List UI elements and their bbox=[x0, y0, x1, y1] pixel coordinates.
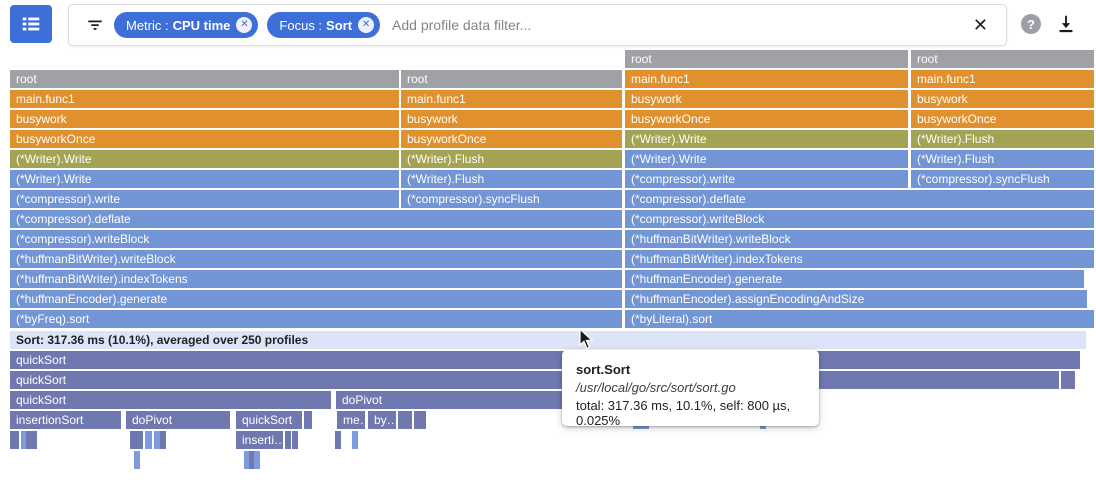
flame-cell[interactable]: (*byLiteral).sort bbox=[625, 310, 1094, 328]
flame-cell[interactable]: (*huffmanEncoder).generate bbox=[625, 270, 1084, 288]
filter-chip-focus[interactable]: Focus : Sort ✕ bbox=[267, 12, 381, 38]
chip-remove-icon[interactable]: ✕ bbox=[358, 17, 375, 33]
help-button[interactable]: ? bbox=[1021, 14, 1041, 34]
download-icon bbox=[1059, 15, 1073, 33]
flame-cell[interactable]: main.func1 bbox=[625, 70, 908, 88]
flame-cell[interactable] bbox=[26, 431, 32, 449]
flame-cell[interactable]: root bbox=[625, 50, 908, 68]
flame-cell[interactable]: busyworkOnce bbox=[625, 110, 908, 128]
flame-cell[interactable] bbox=[335, 431, 341, 449]
flame-cell[interactable] bbox=[134, 451, 140, 469]
flame-cell[interactable]: quickSort bbox=[10, 371, 1059, 389]
flame-cell[interactable]: busywork bbox=[911, 90, 1094, 108]
tooltip-source-path: /usr/local/go/src/sort/sort.go bbox=[576, 380, 736, 395]
flame-cell[interactable] bbox=[21, 431, 27, 449]
flame-cell[interactable]: (*huffmanBitWriter).indexTokens bbox=[10, 270, 622, 288]
flame-cell[interactable] bbox=[304, 411, 312, 429]
flame-cell[interactable]: root bbox=[911, 50, 1094, 68]
flame-cell[interactable]: busywork bbox=[10, 110, 399, 128]
flame-cell[interactable] bbox=[254, 451, 260, 469]
flame-cell[interactable]: (*Writer).Flush bbox=[911, 150, 1094, 168]
flame-cell[interactable] bbox=[249, 451, 255, 469]
flame-cell[interactable]: busywork bbox=[401, 110, 622, 128]
flame-cell[interactable] bbox=[160, 431, 166, 449]
chip-prefix: Metric : bbox=[126, 17, 169, 33]
flame-cell[interactable]: busyworkOnce bbox=[401, 130, 622, 148]
flame-cell[interactable] bbox=[420, 411, 426, 429]
clear-filters-icon[interactable]: ✕ bbox=[972, 14, 988, 35]
chip-prefix: Focus : bbox=[279, 17, 323, 33]
flame-cell[interactable]: quickSort bbox=[236, 411, 302, 429]
flame-cell[interactable] bbox=[244, 451, 250, 469]
filter-input-placeholder[interactable]: Add profile data filter... bbox=[392, 17, 532, 33]
chip-value: CPU time bbox=[172, 17, 231, 33]
flame-cell[interactable]: (*compressor).deflate bbox=[625, 190, 1094, 208]
filter-bar[interactable]: Metric : CPU time ✕ Focus : Sort ✕ Add p… bbox=[68, 4, 1007, 46]
flame-cell[interactable]: (*Writer).Flush bbox=[401, 150, 622, 168]
flame-cell[interactable]: root bbox=[10, 70, 399, 88]
flame-cell[interactable]: main.func1 bbox=[401, 90, 622, 108]
flame-cell[interactable]: (*Writer).Write bbox=[10, 150, 399, 168]
flame-cell[interactable] bbox=[292, 431, 298, 449]
focus-summary-row[interactable]: Sort: 317.36 ms (10.1%), averaged over 2… bbox=[10, 331, 1086, 349]
flame-cell[interactable] bbox=[398, 411, 412, 429]
flame-cell[interactable]: (*compressor).syncFlush bbox=[401, 190, 622, 208]
flame-cell[interactable]: me… bbox=[337, 411, 365, 429]
flame-cell[interactable]: (*huffmanEncoder).assignEncodingAndSize bbox=[625, 290, 1087, 308]
flame-cell[interactable]: (*huffmanBitWriter).writeBlock bbox=[625, 230, 1094, 248]
flame-cell[interactable] bbox=[145, 431, 152, 449]
flame-cell[interactable]: (*Writer).Flush bbox=[401, 170, 622, 188]
tooltip-function-name: sort.Sort bbox=[576, 362, 631, 377]
flame-cell[interactable]: (*compressor).write bbox=[625, 170, 908, 188]
flame-cell[interactable] bbox=[154, 431, 160, 449]
flame-cell[interactable] bbox=[130, 431, 143, 449]
flame-cell[interactable]: quickSort bbox=[10, 391, 331, 409]
flame-cell[interactable]: by… bbox=[368, 411, 396, 429]
flame-cell[interactable]: (*Writer).Write bbox=[625, 130, 908, 148]
tooltip-stats: total: 317.36 ms, 10.1%, self: 800 µs, 0… bbox=[576, 398, 791, 428]
profile-list-button[interactable] bbox=[10, 5, 52, 43]
mouse-cursor-icon bbox=[579, 328, 594, 350]
flame-cell[interactable] bbox=[1061, 371, 1075, 389]
flame-cell[interactable]: (*byFreq).sort bbox=[10, 310, 622, 328]
flame-cell[interactable]: root bbox=[401, 70, 622, 88]
flame-cell[interactable]: main.func1 bbox=[10, 90, 399, 108]
flame-cell[interactable] bbox=[285, 431, 291, 449]
chip-remove-icon[interactable]: ✕ bbox=[236, 17, 253, 33]
flame-cell[interactable]: (*Writer).Write bbox=[625, 150, 908, 168]
flame-cell[interactable] bbox=[31, 431, 37, 449]
flame-cell[interactable]: busyworkOnce bbox=[911, 110, 1094, 128]
flame-cell[interactable]: quickSort bbox=[10, 351, 1080, 369]
flame-cell[interactable]: (*compressor).writeBlock bbox=[625, 210, 1094, 228]
flame-cell[interactable]: (*compressor).syncFlush bbox=[911, 170, 1094, 188]
flame-cell[interactable]: (*compressor).deflate bbox=[10, 210, 622, 228]
flame-cell[interactable] bbox=[352, 431, 358, 449]
filter-chip-metric[interactable]: Metric : CPU time ✕ bbox=[114, 12, 259, 38]
flame-cell[interactable]: doPivot bbox=[336, 391, 600, 409]
flame-cell[interactable]: (*Writer).Write bbox=[10, 170, 399, 188]
frame-tooltip: sort.Sort /usr/local/go/src/sort/sort.go… bbox=[562, 350, 819, 428]
filter-list-icon bbox=[88, 20, 102, 30]
flame-cell[interactable]: (*Writer).Flush bbox=[911, 130, 1094, 148]
flame-cell[interactable]: doPivot bbox=[126, 411, 230, 429]
flame-cell[interactable]: (*compressor).write bbox=[10, 190, 399, 208]
flame-cell[interactable]: insertionSort bbox=[10, 411, 121, 429]
chip-value: Sort bbox=[326, 17, 353, 33]
flame-cell[interactable]: (*compressor).writeBlock bbox=[10, 230, 622, 248]
flame-cell[interactable]: (*huffmanBitWriter).writeBlock bbox=[10, 250, 622, 268]
flame-cell[interactable]: busyworkOnce bbox=[10, 130, 399, 148]
flame-cell[interactable]: busywork bbox=[625, 90, 908, 108]
flame-cell[interactable] bbox=[414, 411, 420, 429]
list-icon bbox=[22, 17, 40, 31]
flame-cell[interactable]: (*huffmanBitWriter).indexTokens bbox=[625, 250, 1094, 268]
flame-cell[interactable]: (*huffmanEncoder).generate bbox=[10, 290, 622, 308]
flame-cell[interactable]: inserti… bbox=[236, 431, 283, 449]
download-button[interactable] bbox=[1055, 13, 1077, 35]
flame-cell[interactable]: main.func1 bbox=[911, 70, 1094, 88]
flame-cell[interactable] bbox=[10, 431, 19, 449]
